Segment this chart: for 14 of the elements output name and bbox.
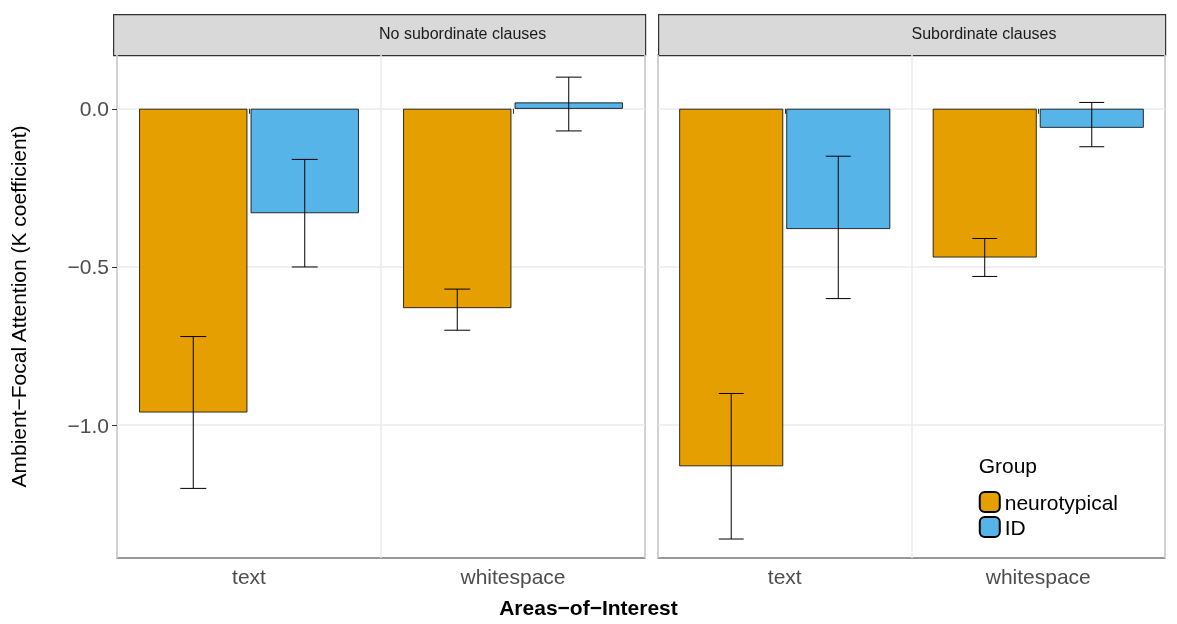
y-tick-label: −1.0: [67, 413, 109, 437]
x-axis-title: Areas−of−Interest: [498, 596, 679, 620]
y-tick-label: 0.0: [79, 97, 109, 121]
x-tick-label: whitespace: [459, 565, 566, 588]
legend-title: Group: [978, 454, 1038, 477]
chart-title: No subordinate clauses: [379, 24, 547, 42]
y-axis-title: Ambient−Focal Attention (K coefficient): [7, 125, 30, 488]
x-tick-label: text: [767, 565, 802, 588]
legend-label: neurotypical: [1004, 490, 1118, 514]
x-tick-label: text: [232, 565, 267, 588]
y-tick-label: −0.5: [67, 255, 109, 279]
chart-title: Subordinate clauses: [911, 24, 1057, 42]
legend-label: ID: [1004, 515, 1026, 539]
x-tick-label: whitespace: [984, 565, 1091, 588]
